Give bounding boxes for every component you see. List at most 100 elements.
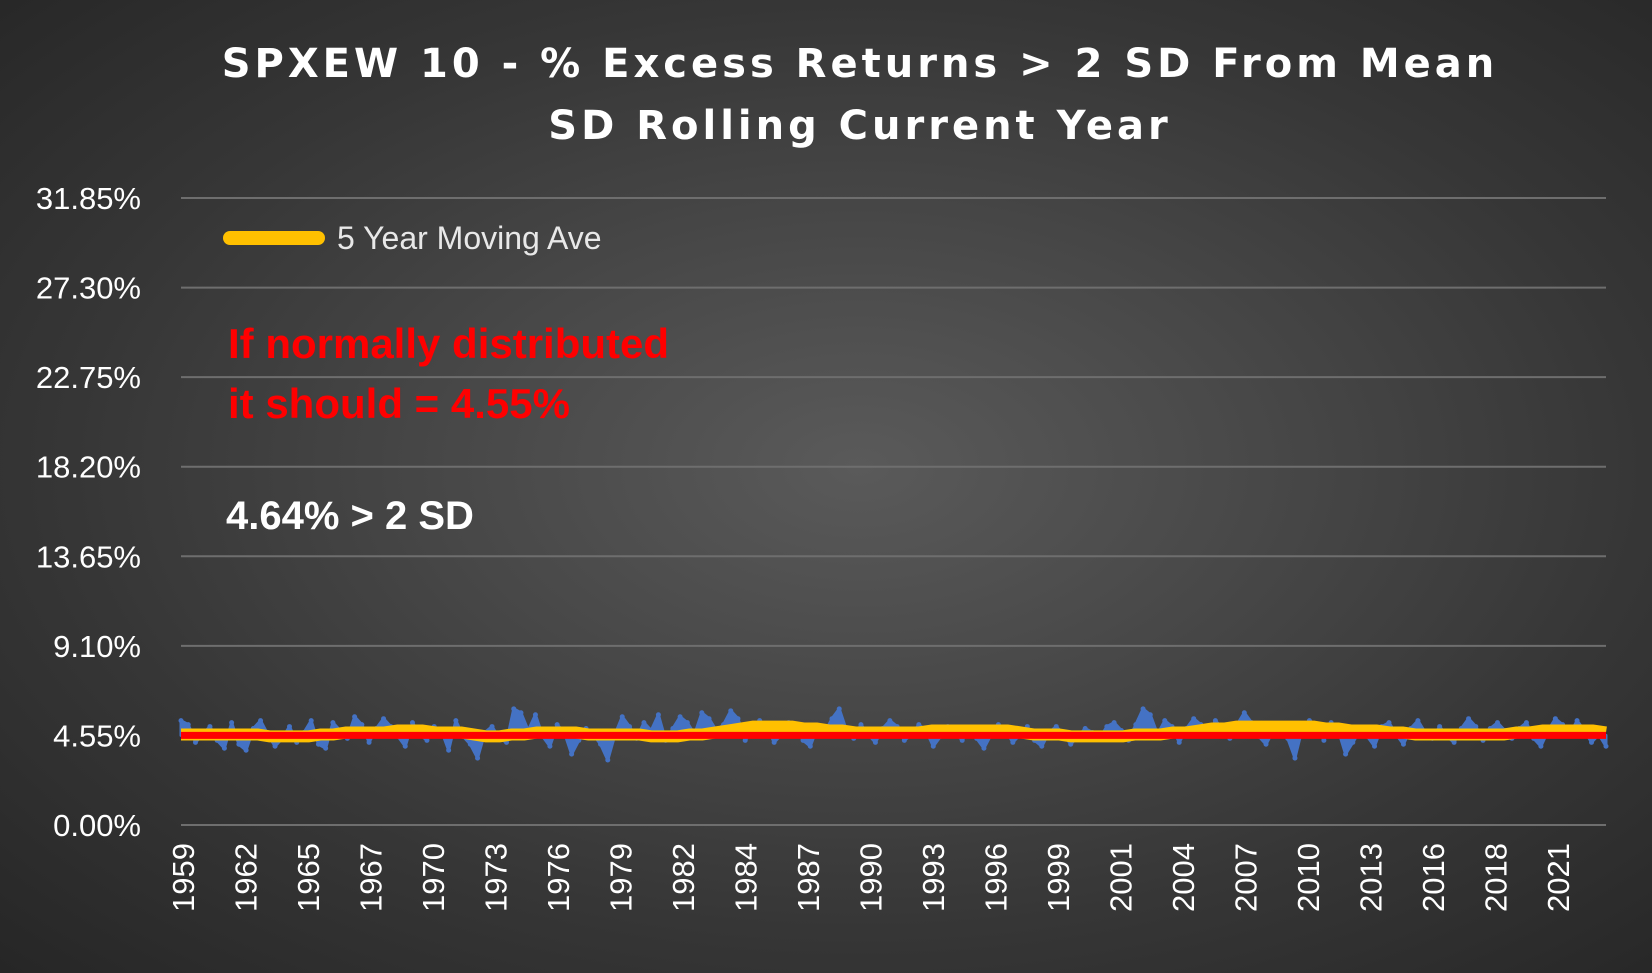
y-tick-label: 4.55% (53, 718, 141, 753)
x-tick-label: 2018 (1479, 843, 1514, 912)
data-point (1162, 718, 1168, 724)
data-point (1451, 739, 1457, 745)
x-tick-label: 1979 (604, 843, 639, 912)
data-point (916, 722, 922, 728)
data-point (547, 743, 553, 749)
data-point (1386, 720, 1392, 726)
data-point (1372, 743, 1378, 749)
data-point (569, 751, 575, 757)
y-tick-label: 0.00% (53, 808, 141, 843)
x-tick-label: 1999 (1041, 843, 1076, 912)
data-point (981, 745, 987, 751)
data-point (1292, 755, 1298, 761)
data-point (1523, 720, 1529, 726)
data-point (1147, 712, 1153, 718)
data-point (1176, 739, 1182, 745)
data-point (901, 737, 907, 743)
x-tick-label: 1967 (354, 843, 389, 912)
data-point (1039, 743, 1045, 749)
x-tick-label: 2013 (1354, 843, 1389, 912)
data-point (366, 739, 372, 745)
data-point (706, 716, 712, 722)
data-point (315, 741, 321, 747)
data-point (532, 712, 538, 718)
data-point (872, 739, 878, 745)
chart-subtitle: SD Rolling Current Year (548, 103, 1171, 149)
x-tick-label: 1962 (229, 843, 264, 912)
data-point (1574, 718, 1580, 724)
data-point (330, 720, 336, 726)
x-tick-label: 1982 (666, 843, 701, 912)
data-point (1589, 739, 1595, 745)
data-point (236, 741, 242, 747)
data-point (1473, 724, 1479, 730)
data-point (475, 755, 481, 761)
legend: 5 Year Moving Ave (223, 220, 602, 256)
x-tick-label: 2007 (1229, 843, 1264, 912)
data-point (489, 724, 495, 730)
data-point (1082, 726, 1088, 732)
data-point (272, 743, 278, 749)
data-point (409, 720, 415, 726)
x-tick-label: 1970 (416, 843, 451, 912)
data-point (424, 737, 430, 743)
data-point (605, 757, 611, 763)
data-point (1053, 724, 1059, 730)
data-point (930, 743, 936, 749)
data-point (1495, 720, 1500, 726)
x-tick-label: 1976 (541, 843, 576, 912)
x-tick-label: 2016 (1416, 843, 1451, 912)
data-point (352, 714, 358, 720)
data-point (699, 710, 705, 716)
data-point (185, 722, 191, 728)
data-point (1321, 737, 1327, 743)
data-point (684, 720, 690, 726)
data-point (229, 720, 235, 726)
data-point (287, 724, 292, 730)
data-point (1263, 741, 1269, 747)
data-point (677, 714, 683, 720)
data-point (836, 706, 842, 712)
data-point (771, 739, 777, 745)
data-point (1437, 724, 1443, 730)
x-tick-label: 2010 (1291, 843, 1326, 912)
x-tick-label: 1973 (479, 843, 514, 912)
x-tick-label: 1984 (729, 843, 764, 912)
data-point (641, 720, 647, 726)
chart-title: SPXEW 10 - % Excess Returns > 2 SD From … (222, 41, 1499, 87)
data-point (800, 737, 806, 743)
data-point (323, 745, 329, 751)
data-point (1552, 716, 1558, 722)
x-tick-label: 1990 (854, 843, 889, 912)
data-point (554, 722, 560, 728)
x-tick-label: 1987 (791, 843, 826, 912)
data-point (1068, 741, 1074, 747)
data-point (1415, 718, 1421, 724)
data-point (619, 714, 625, 720)
data-point (807, 743, 813, 749)
y-tick-label: 13.65% (36, 539, 141, 574)
x-tick-label: 2004 (1166, 843, 1201, 912)
data-point (728, 708, 734, 714)
data-point (1241, 710, 1247, 716)
data-point (959, 737, 965, 743)
data-point (1350, 739, 1356, 745)
annotation-observed: 4.64% > 2 SD (226, 494, 474, 538)
data-point (1111, 720, 1117, 726)
data-point (1343, 751, 1349, 757)
data-point (1400, 741, 1406, 747)
data-point (735, 716, 741, 722)
data-point (192, 739, 198, 745)
x-tick-label: 2021 (1541, 843, 1576, 912)
x-tick-label: 2001 (1104, 843, 1139, 912)
data-point (829, 716, 835, 722)
data-point (887, 718, 893, 724)
data-point (221, 745, 227, 751)
annotation-normal-line2: it should = 4.55% (228, 380, 570, 427)
data-point (518, 710, 524, 716)
data-point (207, 724, 213, 730)
data-point (1466, 716, 1472, 722)
x-tick-label: 1959 (166, 843, 201, 912)
data-point (742, 737, 748, 743)
